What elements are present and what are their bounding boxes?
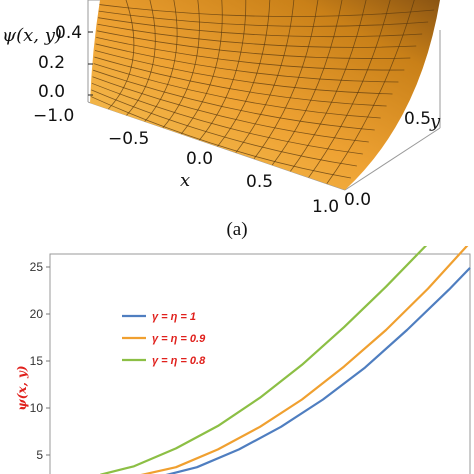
surface-mesh-line-y — [93, 63, 381, 119]
surface-mesh-line-y — [95, 43, 399, 83]
surface-mesh-line-y — [96, 30, 411, 59]
series-line-1 — [165, 267, 471, 474]
surface-mesh-line-x — [198, 0, 247, 141]
y-axis-ticks: 51015202530 — [30, 260, 50, 462]
surface-mesh-line-x — [253, 0, 319, 160]
y-tick-label-0: 0.0 — [344, 190, 371, 210]
series-lines — [100, 246, 471, 474]
surface-mesh-line-x — [271, 0, 344, 166]
legend-label-1: γ = η = 1 — [152, 311, 196, 323]
x-tick-label-0: 0.0 — [186, 149, 213, 169]
y-axis-label: ψ(x, y) — [15, 365, 29, 410]
x-tick-label-neg0.5: −0.5 — [108, 129, 149, 149]
y-axis-label: y — [429, 111, 441, 132]
surface-mesh — [90, 0, 435, 185]
surface-mesh-line-x — [162, 0, 200, 129]
surface-mesh-line-y — [91, 82, 363, 155]
y-tick-label: 15 — [30, 354, 44, 368]
panel-caption-a: (a) — [226, 219, 248, 240]
surface-body — [90, 0, 440, 190]
x-tick-label-1: 1.0 — [312, 197, 339, 217]
legend-label-2: γ = η = 0.9 — [152, 333, 206, 345]
surface-mesh-line-y — [94, 56, 387, 107]
plot-frame — [49, 253, 471, 474]
surface-mesh-line-y — [99, 4, 435, 17]
box-edge-right — [344, 127, 441, 191]
surface-mesh-line-y — [98, 10, 429, 27]
z-tick-label-0.0: 0.0 — [38, 82, 65, 102]
surface-mesh-line-x — [180, 0, 223, 135]
x-axis-label: x — [180, 170, 190, 191]
surface-mesh-line-x — [144, 0, 178, 122]
surface-mesh-line-y — [92, 76, 369, 143]
surface-mesh-line-y — [91, 89, 357, 167]
surface-mesh-line-x — [107, 0, 135, 110]
y-tick-label: 20 — [30, 307, 44, 321]
surface-mesh-line-x — [126, 0, 156, 116]
surface-mesh-line-y — [96, 36, 405, 71]
legend: γ = η = 1 γ = η = 0.9 γ = η = 0.8 — [122, 311, 206, 367]
surface-mesh-line-x — [217, 0, 271, 147]
y-tick-label: 10 — [30, 401, 44, 415]
z-axis-label: ψ(x, y) — [2, 25, 62, 46]
surface-mesh-line-y — [90, 96, 352, 179]
surface-mesh-line-y — [94, 50, 393, 95]
series-line-3 — [100, 246, 428, 474]
series-line-2 — [140, 246, 469, 474]
surface-mesh-line-y — [97, 23, 417, 48]
surface-mesh-line-y — [92, 69, 375, 131]
x-tick-label-0.5: 0.5 — [246, 172, 273, 192]
surface-plot-3d: ψ(x, y) 0.4 0.2 0.0 −1.0 −0.5 0.0 x 0.5 … — [2, 0, 441, 217]
surface-mesh-line-x — [290, 0, 368, 172]
legend-label-3: γ = η = 0.8 — [152, 355, 206, 367]
y-tick-label-0.5: 0.5 — [404, 109, 431, 129]
surface-mesh-line-y — [98, 17, 423, 38]
y-tick-label: 5 — [36, 448, 43, 462]
x-tick-label-neg1: −1.0 — [33, 106, 74, 126]
y-tick-label: 25 — [30, 260, 44, 274]
z-tick-label-0.2: 0.2 — [38, 53, 65, 73]
line-chart: ψ(x, y) 51015202530 γ = η = 1γ = η = 0.9… — [15, 246, 471, 474]
z-tick-label-0.4: 0.4 — [55, 23, 82, 43]
